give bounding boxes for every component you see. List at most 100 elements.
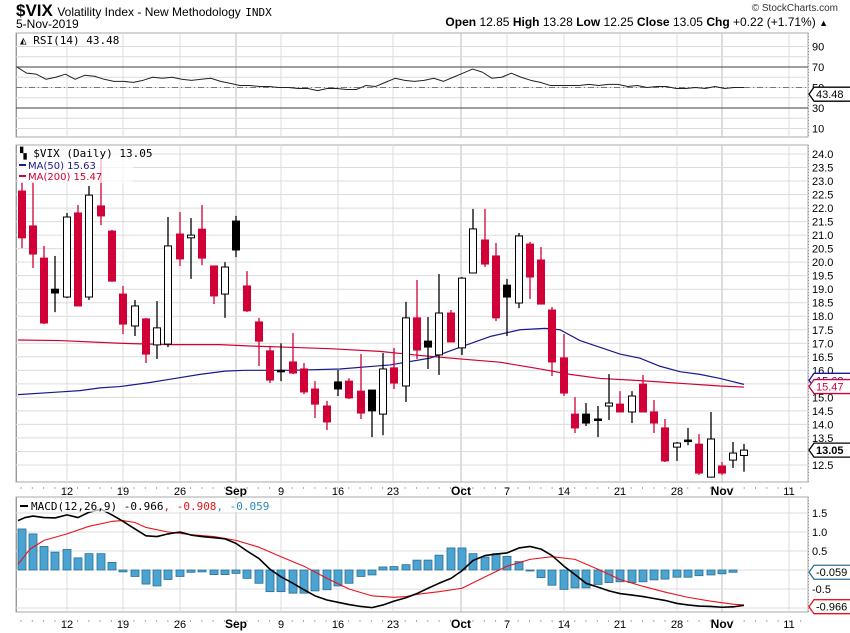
x-tick-label: 19 <box>117 619 129 631</box>
copyright: © StockCharts.com <box>751 3 838 14</box>
macd-legend: MACD(12,26,9) -0.966, -0.908, -0.059 <box>18 499 269 513</box>
candle <box>639 383 647 413</box>
y-tick-label: 23.5 <box>812 163 833 175</box>
chart-title: $VIX Volatility Index - New Methodology … <box>16 1 272 21</box>
candle <box>29 225 37 255</box>
candle <box>616 403 624 413</box>
y-tick-label: 10 <box>812 124 824 136</box>
x-tick-label: 23 <box>387 619 399 631</box>
y-tick-label: 22.0 <box>812 203 833 215</box>
x-tick-label: 11 <box>783 486 794 498</box>
macd-line <box>17 508 745 609</box>
candle <box>131 305 139 327</box>
candle <box>650 411 658 424</box>
candle <box>277 369 285 373</box>
candle <box>458 277 466 349</box>
candle <box>481 239 489 265</box>
y-tick-label: 13.5 <box>812 433 833 445</box>
value-tag: -0.059 <box>816 567 847 579</box>
y-tick-label: 19.5 <box>812 271 833 283</box>
macd-histogram <box>17 528 738 594</box>
y-tick-label: 30 <box>812 103 824 115</box>
candle <box>345 380 353 399</box>
rsi-panel: 907050301043.48◭ RSI(14) 43.48 <box>15 32 850 138</box>
y-tick-label: 20.0 <box>812 257 833 269</box>
x-tick-label: 7 <box>504 486 510 498</box>
close-value: 13.05 <box>672 15 703 29</box>
up-arrow-icon: ▲ <box>819 18 828 28</box>
y-tick-label: 19.0 <box>812 284 833 296</box>
description: Volatility Index - New Methodology <box>57 5 241 19</box>
candle <box>492 255 500 319</box>
candle <box>718 465 726 474</box>
candle <box>560 357 568 394</box>
y-tick-label: 0.5 <box>812 546 827 558</box>
y-tick-label: 18.5 <box>812 298 833 310</box>
candle <box>323 405 331 423</box>
x-tick-label: 16 <box>332 486 344 498</box>
candle <box>628 395 636 413</box>
x-tick-label: 11 <box>783 619 794 631</box>
low-label: Low <box>576 15 601 29</box>
value-tag: 13.05 <box>816 445 844 457</box>
rsi-legend: ◭ RSI(14) 43.48 <box>20 34 119 47</box>
candle <box>515 235 523 304</box>
candle <box>300 368 308 393</box>
candle <box>153 327 161 346</box>
svg-text:MA(200) 15.47: MA(200) 15.47 <box>28 172 102 183</box>
y-tick-label: 22.5 <box>812 190 833 202</box>
candle <box>537 259 545 305</box>
candle <box>402 317 410 387</box>
candle <box>232 220 240 251</box>
candle <box>582 413 590 424</box>
candle <box>198 228 206 259</box>
candle <box>729 452 737 461</box>
x-tick-label: 23 <box>387 486 399 498</box>
x-tick-label: 21 <box>614 486 626 498</box>
x-tick-label: 26 <box>174 619 186 631</box>
y-tick-label: 16.5 <box>812 352 833 364</box>
candle <box>548 309 556 363</box>
high-value: 13.28 <box>542 15 573 29</box>
x-tick-label: 14 <box>558 619 570 631</box>
low-value: 12.25 <box>603 15 634 29</box>
y-tick-label: 18.0 <box>812 311 833 323</box>
y-tick-label: 17.5 <box>812 325 833 337</box>
candle <box>210 265 218 297</box>
symbol: $VIX <box>16 1 53 20</box>
x-tick-label: 12 <box>61 619 73 631</box>
candle <box>390 367 398 384</box>
y-tick-label: 14.5 <box>812 406 833 418</box>
candle <box>673 442 681 448</box>
candle <box>176 233 184 260</box>
svg-text:MA(50) 15.63: MA(50) 15.63 <box>28 161 96 172</box>
candle <box>447 312 455 343</box>
x-tick-label: 9 <box>278 486 284 498</box>
high-label: High <box>512 15 540 29</box>
y-tick-label: 12.5 <box>812 460 833 472</box>
y-tick-label: 15.0 <box>812 392 833 404</box>
ma200-line <box>17 339 745 388</box>
candle <box>255 321 263 342</box>
candle <box>187 234 195 239</box>
x-tick-label: 26 <box>174 486 186 498</box>
price-panel: 24.0 23.523.0 22.522.0 21.521.0 20.520.0 19.5… <box>15 144 850 483</box>
value-tag: -0.966 <box>816 602 847 614</box>
y-tick-label: 17.0 <box>812 338 833 350</box>
close-label: Close <box>636 15 670 29</box>
x-tick-label: 14 <box>558 486 570 498</box>
x-tick-label: Nov <box>711 484 734 498</box>
y-tick-label: 1.5 <box>812 508 827 520</box>
value-tag: 43.48 <box>816 89 844 101</box>
rsi-line <box>16 66 744 92</box>
y-tick-label: 20.5 <box>812 244 833 256</box>
ma50-line <box>17 327 745 396</box>
chg-label: Chg <box>706 15 730 29</box>
x-tick-label: 28 <box>671 486 683 498</box>
candle <box>413 317 421 351</box>
x-tick-label: Nov <box>711 617 734 631</box>
candle <box>108 230 116 282</box>
macd-panel: 1.5 1.0 0.5 -0.5 -0.059 -0.966 MACD(12,26,9) -… <box>15 496 850 615</box>
